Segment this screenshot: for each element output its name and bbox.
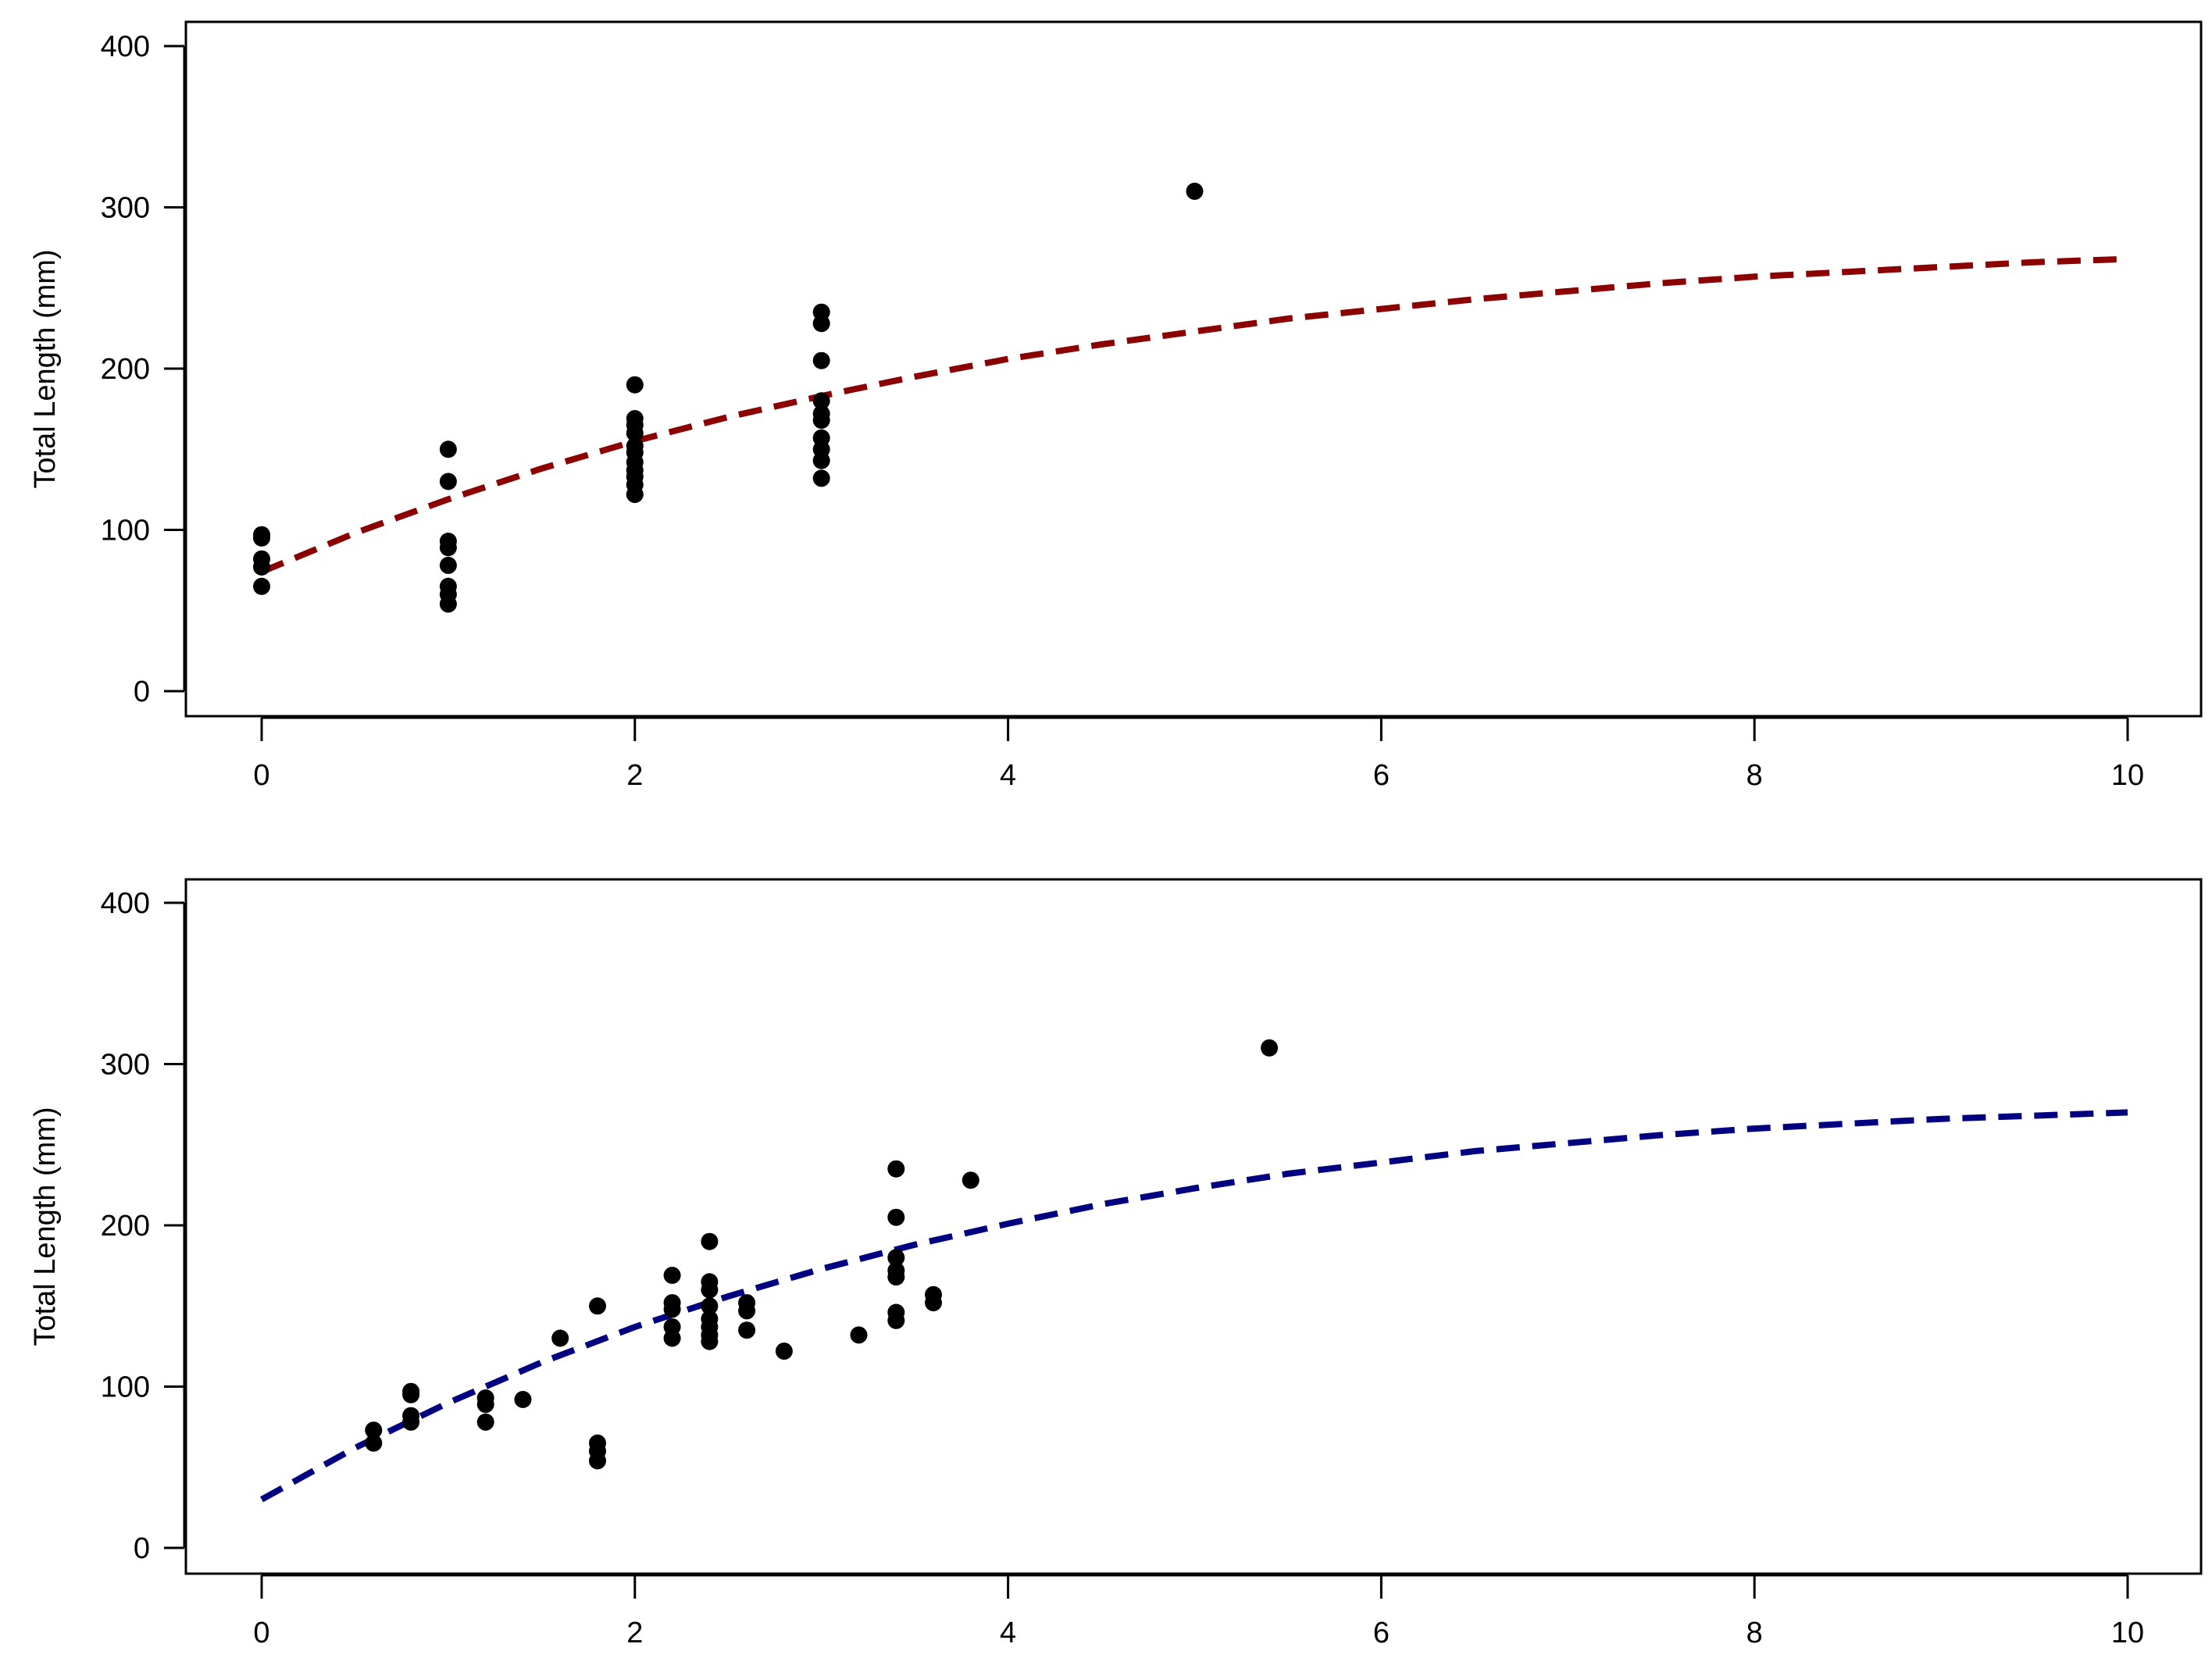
data-point xyxy=(1186,182,1204,200)
x-tick-label: 6 xyxy=(1373,1617,1390,1649)
data-point xyxy=(476,1396,494,1414)
data-point xyxy=(253,577,270,595)
data-point xyxy=(775,1342,793,1360)
data-point xyxy=(439,472,457,490)
data-point xyxy=(701,1281,719,1299)
y-tick-label: 400 xyxy=(101,887,150,920)
y-tick-label: 400 xyxy=(101,30,150,63)
data-point xyxy=(812,392,830,410)
data-point xyxy=(589,1452,606,1470)
data-point xyxy=(439,595,457,613)
data-point xyxy=(402,1385,420,1403)
y-tick-label: 100 xyxy=(101,515,150,547)
data-point xyxy=(439,539,457,557)
y-tick-label: 0 xyxy=(134,1532,150,1565)
data-point xyxy=(887,1268,905,1286)
plot-frame xyxy=(184,20,2203,718)
x-tick-label: 0 xyxy=(253,1617,269,1649)
data-point xyxy=(514,1391,532,1408)
y-tick-label: 300 xyxy=(101,192,150,225)
y-tick-label: 200 xyxy=(101,353,150,386)
data-point xyxy=(812,315,830,333)
data-point xyxy=(663,1267,681,1284)
data-point xyxy=(701,1232,719,1250)
x-tick-label: 2 xyxy=(626,759,643,792)
data-point xyxy=(476,1413,494,1431)
data-point xyxy=(812,451,830,469)
y-tick-label: 100 xyxy=(101,1371,150,1404)
data-point xyxy=(365,1434,383,1452)
data-point xyxy=(850,1326,868,1344)
data-point xyxy=(1261,1039,1279,1057)
x-tick-label: 0 xyxy=(253,759,269,792)
x-tick-label: 10 xyxy=(2111,759,2144,792)
data-point xyxy=(551,1329,569,1347)
y-tick-label: 300 xyxy=(101,1049,150,1082)
data-point xyxy=(365,1421,383,1439)
data-point xyxy=(812,412,830,430)
x-tick-label: 6 xyxy=(1373,759,1390,792)
data-point xyxy=(812,351,830,369)
growth-curve-line xyxy=(260,1109,2128,1503)
data-point xyxy=(887,1311,905,1329)
data-point xyxy=(626,376,644,394)
x-tick-label: 4 xyxy=(1000,1617,1016,1649)
data-point xyxy=(439,556,457,574)
x-tick-label: 8 xyxy=(1746,759,1763,792)
y-tick-label: 0 xyxy=(134,676,150,708)
data-point xyxy=(402,1413,420,1431)
data-point xyxy=(626,424,644,442)
x-tick-label: 2 xyxy=(626,1617,643,1649)
data-point xyxy=(663,1300,681,1318)
data-point xyxy=(701,1297,719,1315)
data-point xyxy=(663,1329,681,1347)
y-tick-label: 200 xyxy=(101,1210,150,1243)
data-point xyxy=(738,1302,756,1320)
data-point xyxy=(253,529,270,547)
data-point xyxy=(812,469,830,487)
data-point xyxy=(439,440,457,458)
data-point xyxy=(925,1294,942,1312)
growth-curve-line xyxy=(260,255,2128,575)
x-tick-label: 4 xyxy=(1000,759,1016,792)
y-axis-title: Total Length (mm) xyxy=(29,249,62,488)
data-point xyxy=(626,486,644,504)
data-point xyxy=(701,1332,719,1350)
data-point xyxy=(887,1160,905,1178)
plot-frame xyxy=(184,878,2203,1575)
x-tick-label: 10 xyxy=(2111,1617,2144,1649)
data-point xyxy=(962,1171,979,1189)
data-point xyxy=(738,1321,756,1339)
y-axis-title: Total Length (mm) xyxy=(29,1107,62,1346)
data-point xyxy=(887,1249,905,1267)
x-tick-label: 8 xyxy=(1746,1617,1763,1649)
data-point xyxy=(589,1297,606,1315)
data-point xyxy=(887,1208,905,1226)
data-point xyxy=(253,558,270,576)
